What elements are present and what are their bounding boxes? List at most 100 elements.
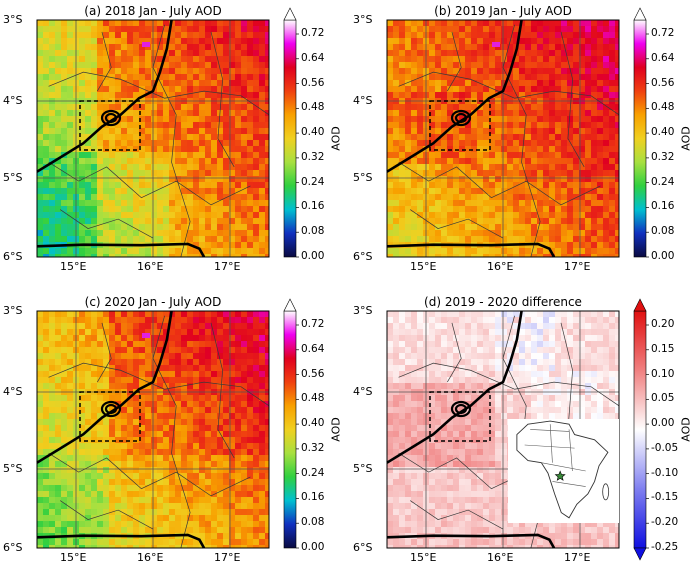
colorbar-tick-label: 0.64 bbox=[651, 52, 674, 64]
colorbar-tick-label: 0.48 bbox=[651, 101, 674, 113]
lon-tick-label: 17°E bbox=[214, 260, 240, 273]
lon-tick-label: 16°E bbox=[137, 551, 163, 564]
colorbar-tick-label: 0.16 bbox=[651, 200, 674, 212]
lat-tick-label: 4°S bbox=[3, 385, 22, 398]
colorbar-tick-label: 0.08 bbox=[301, 225, 324, 237]
city-marker bbox=[452, 402, 470, 416]
colorbar-tick-label: 0.72 bbox=[301, 318, 324, 330]
colorbar-tick-label: 0.56 bbox=[651, 77, 674, 89]
colorbar-tick-label: 0.16 bbox=[301, 200, 324, 212]
graticule bbox=[37, 20, 269, 257]
colorbar-tick-label: 0.16 bbox=[301, 491, 324, 503]
aod-raster bbox=[387, 311, 622, 552]
colorbar-title: AOD bbox=[330, 126, 343, 150]
colorbar-tick-label: 0.72 bbox=[651, 27, 674, 39]
map-frame bbox=[387, 311, 619, 548]
colorbar-title: AOD bbox=[680, 417, 693, 441]
lat-tick-label: 3°S bbox=[3, 13, 22, 26]
colorbar-title: AOD bbox=[330, 417, 343, 441]
city-marker bbox=[102, 402, 120, 416]
colorbar-tick-label: -0.25 bbox=[651, 541, 678, 553]
colorbar-tick-label: 0.48 bbox=[301, 101, 324, 113]
country-border bbox=[37, 20, 204, 257]
admin-boundaries bbox=[49, 316, 269, 548]
lat-tick-label: 6°S bbox=[353, 541, 372, 554]
lat-tick-label: 3°S bbox=[3, 304, 22, 317]
map-frame bbox=[37, 20, 269, 257]
lon-tick-label: 17°E bbox=[564, 551, 590, 564]
lon-tick-label: 16°E bbox=[137, 260, 163, 273]
colorbar-tick-label: 0.24 bbox=[301, 176, 324, 188]
colorbar-tick-label: 0.00 bbox=[301, 541, 324, 553]
colorbar-tick-label: 0.72 bbox=[301, 27, 324, 39]
admin-boundaries bbox=[49, 25, 269, 257]
colorbar-tick-label: 0.24 bbox=[651, 176, 674, 188]
map-frame bbox=[387, 20, 619, 257]
lat-tick-label: 6°S bbox=[3, 541, 22, 554]
map-title: (d) 2019 - 2020 difference bbox=[387, 295, 619, 309]
lon-tick-label: 17°E bbox=[564, 260, 590, 273]
lon-tick-label: 16°E bbox=[487, 551, 513, 564]
aod-raster bbox=[37, 20, 272, 261]
colorbar-tick-label: 0.05 bbox=[651, 392, 674, 404]
graticule bbox=[37, 311, 269, 548]
admin-boundaries bbox=[399, 316, 619, 548]
colorbar-tick-label: 0.00 bbox=[651, 417, 674, 429]
colorbar-tick-label: -0.20 bbox=[651, 516, 678, 528]
location-star-icon bbox=[555, 471, 565, 480]
graticule bbox=[387, 20, 619, 257]
colorbar bbox=[634, 8, 649, 257]
colorbar bbox=[634, 299, 649, 560]
aod-raster bbox=[387, 20, 622, 261]
colorbar-tick-label: 0.15 bbox=[651, 343, 674, 355]
study-area-box bbox=[430, 101, 490, 150]
colorbar-tick-label: -0.15 bbox=[651, 491, 678, 503]
study-area-box bbox=[430, 392, 490, 441]
study-area-box bbox=[80, 392, 140, 441]
lat-tick-label: 5°S bbox=[3, 171, 22, 184]
colorbar-tick-label: 0.64 bbox=[301, 52, 324, 64]
lat-tick-label: 5°S bbox=[353, 462, 372, 475]
lon-tick-label: 15°E bbox=[410, 260, 436, 273]
admin-boundaries bbox=[399, 25, 619, 257]
colorbar-tick-label: 0.64 bbox=[301, 343, 324, 355]
city-marker bbox=[102, 111, 120, 125]
study-area-box bbox=[80, 101, 140, 150]
colorbar-tick-label: 0.40 bbox=[651, 126, 674, 138]
map-frame bbox=[37, 311, 269, 548]
lat-tick-label: 6°S bbox=[353, 250, 372, 263]
colorbar-tick-label: 0.56 bbox=[301, 77, 324, 89]
lon-tick-label: 16°E bbox=[487, 260, 513, 273]
lon-tick-label: 15°E bbox=[60, 551, 86, 564]
colorbar-tick-label: 0.20 bbox=[651, 318, 674, 330]
colorbar-tick-label: 0.10 bbox=[651, 368, 674, 380]
colorbar-tick-label: 0.40 bbox=[301, 417, 324, 429]
country-border bbox=[387, 20, 554, 257]
lon-tick-label: 17°E bbox=[214, 551, 240, 564]
map-title: (a) 2018 Jan - July AOD bbox=[37, 4, 269, 18]
lat-tick-label: 4°S bbox=[353, 385, 372, 398]
colorbar-tick-label: 0.08 bbox=[651, 225, 674, 237]
lat-tick-label: 3°S bbox=[353, 13, 372, 26]
colorbar-tick-label: 0.00 bbox=[301, 250, 324, 262]
africa-inset bbox=[508, 419, 619, 523]
city-marker bbox=[452, 111, 470, 125]
colorbar-title: AOD bbox=[680, 126, 693, 150]
colorbar-tick-label: -0.05 bbox=[651, 442, 678, 454]
lon-tick-label: 15°E bbox=[60, 260, 86, 273]
country-border bbox=[387, 311, 554, 548]
colorbar-tick-label: 0.08 bbox=[301, 516, 324, 528]
aod-raster bbox=[37, 311, 272, 552]
colorbar-tick-label: 0.32 bbox=[301, 151, 324, 163]
lat-tick-label: 3°S bbox=[353, 304, 372, 317]
lat-tick-label: 5°S bbox=[353, 171, 372, 184]
colorbar bbox=[284, 299, 299, 548]
lat-tick-label: 4°S bbox=[3, 94, 22, 107]
